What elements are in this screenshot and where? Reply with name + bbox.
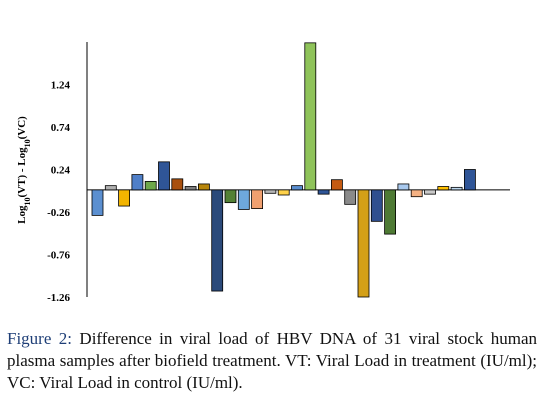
- bar: [118, 189, 130, 207]
- bar: [251, 189, 264, 209]
- bar: [397, 183, 410, 191]
- y-tick-labels: 1.24 0.74 0.24 -0.26 -0.76 -1.26: [47, 80, 70, 305]
- bar: [171, 178, 184, 191]
- bar: [264, 189, 277, 194]
- bar: [277, 189, 290, 196]
- bar: [197, 183, 210, 191]
- y-tick-label: 0.74: [51, 122, 71, 134]
- y-tick-label: 1.24: [51, 80, 71, 92]
- bars-group: [91, 42, 476, 298]
- bar: [344, 189, 357, 205]
- y-tick-label: -1.26: [47, 292, 70, 304]
- bar: [384, 189, 397, 235]
- bar: [104, 185, 117, 191]
- bar: [158, 161, 170, 191]
- bar: [144, 180, 157, 191]
- figure-label: Figure 2:: [7, 329, 73, 348]
- bar: [317, 189, 330, 195]
- bar: [237, 189, 250, 210]
- bar: [357, 189, 370, 298]
- bar: [131, 174, 144, 191]
- bar: [304, 42, 317, 191]
- y-tick-label: -0.26: [47, 207, 70, 219]
- bar: [184, 186, 197, 191]
- caption-text: Difference in viral load of HBV DNA of 3…: [7, 329, 537, 392]
- bar: [224, 189, 237, 204]
- bar: [291, 185, 303, 191]
- figure-caption: Figure 2: Difference in viral load of HB…: [7, 328, 537, 394]
- bar: [450, 186, 463, 191]
- bar: [424, 189, 436, 195]
- bar: [91, 189, 104, 216]
- bar: [463, 169, 476, 191]
- bar: [330, 179, 343, 191]
- y-tick-label: 0.24: [51, 165, 71, 177]
- bar: [370, 189, 383, 222]
- y-tick-label: -0.76: [47, 250, 70, 262]
- bar: [211, 189, 224, 292]
- bar: [410, 189, 423, 198]
- bar-chart: 1.24 0.74 0.24 -0.26 -0.76 -1.26 Log10(VT) - …: [16, 42, 510, 305]
- bar: [437, 186, 450, 191]
- y-axis-title: Log10(VT) - Log10(VC): [16, 116, 32, 224]
